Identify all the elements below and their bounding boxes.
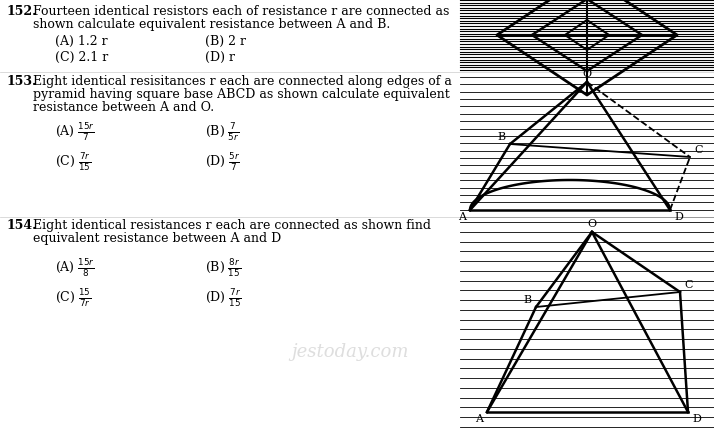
Text: B: B: [524, 295, 532, 305]
Text: C: C: [684, 280, 693, 290]
Text: (B) 2 r: (B) 2 r: [205, 35, 246, 48]
Text: Eight identical resistances r each are connected as shown find: Eight identical resistances r each are c…: [33, 219, 431, 232]
Text: 154.: 154.: [7, 219, 38, 232]
Text: (C) $\frac{15}{7r}$: (C) $\frac{15}{7r}$: [55, 287, 91, 309]
Text: jestoday.com: jestoday.com: [291, 343, 408, 361]
Text: (D) r: (D) r: [205, 51, 235, 64]
Text: 153.: 153.: [7, 75, 37, 88]
Text: B: B: [498, 132, 506, 142]
Text: (B) $\frac{7}{5r}$: (B) $\frac{7}{5r}$: [205, 121, 239, 143]
Text: (B) $\frac{8r}{15}$: (B) $\frac{8r}{15}$: [205, 257, 241, 279]
Text: (D) $\frac{7r}{15}$: (D) $\frac{7r}{15}$: [205, 287, 242, 309]
Text: shown calculate equivalent resistance between A and B.: shown calculate equivalent resistance be…: [33, 18, 391, 31]
Text: Fourteen identical resistors each of resistance r are connected as: Fourteen identical resistors each of res…: [33, 5, 449, 18]
Text: (C) 2.1 r: (C) 2.1 r: [55, 51, 109, 64]
Text: (C) $\frac{7r}{15}$: (C) $\frac{7r}{15}$: [55, 151, 91, 173]
Text: (A) $\frac{15r}{8}$: (A) $\frac{15r}{8}$: [55, 257, 95, 279]
Text: C: C: [694, 145, 703, 155]
Text: resistance between A and O.: resistance between A and O.: [33, 101, 214, 114]
Text: (A) 1.2 r: (A) 1.2 r: [55, 35, 108, 48]
Text: Eight identical resisitances r each are connected along edges of a: Eight identical resisitances r each are …: [33, 75, 452, 88]
Text: O: O: [588, 219, 597, 229]
Text: O: O: [583, 69, 592, 79]
Text: A: A: [458, 212, 466, 222]
Text: D: D: [692, 414, 701, 424]
Text: D: D: [674, 212, 683, 222]
Text: (D) $\frac{5r}{7}$: (D) $\frac{5r}{7}$: [205, 151, 241, 173]
Text: (A) $\frac{15r}{7}$: (A) $\frac{15r}{7}$: [55, 121, 95, 143]
Text: 152.: 152.: [7, 5, 38, 18]
Text: equivalent resistance between A and D: equivalent resistance between A and D: [33, 232, 281, 245]
Text: pyramid having square base ABCD as shown calculate equivalent: pyramid having square base ABCD as shown…: [33, 88, 450, 101]
Text: A: A: [475, 414, 483, 424]
